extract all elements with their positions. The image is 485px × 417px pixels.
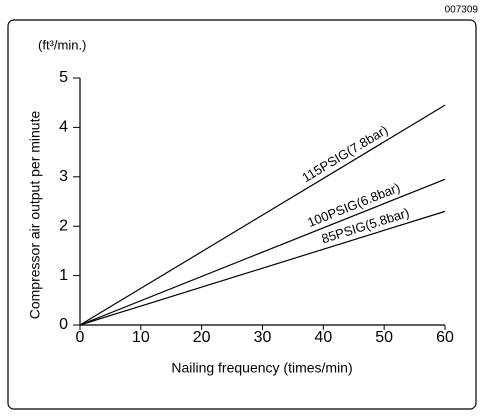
y-unit: (ft³/min.) bbox=[38, 37, 86, 52]
x-tick-label: 20 bbox=[193, 329, 211, 346]
y-tick-label: 4 bbox=[59, 119, 68, 136]
x-axis-label: Nailing frequency (times/min) bbox=[171, 360, 352, 376]
x-tick-label: 10 bbox=[132, 329, 150, 346]
x-tick-label: 0 bbox=[76, 329, 85, 346]
y-tick-label: 2 bbox=[59, 217, 68, 234]
y-tick-label: 1 bbox=[59, 267, 68, 284]
y-axis-label: Compressor air output per minute bbox=[27, 111, 43, 320]
y-tick-label: 5 bbox=[59, 69, 68, 86]
line bbox=[79, 104, 446, 326]
line bbox=[79, 210, 446, 326]
x-tick-label: 50 bbox=[375, 329, 393, 346]
figure-code: 007309 bbox=[445, 5, 479, 16]
y-tick-label: 0 bbox=[59, 316, 68, 333]
x-tick-label: 60 bbox=[436, 329, 454, 346]
y-tick-label: 3 bbox=[59, 168, 68, 185]
x-tick-label: 30 bbox=[254, 329, 272, 346]
x-tick-label: 40 bbox=[314, 329, 332, 346]
line-label: 115PSIG(7.8bar) bbox=[299, 122, 390, 185]
line bbox=[79, 178, 446, 326]
frame bbox=[7, 19, 477, 410]
